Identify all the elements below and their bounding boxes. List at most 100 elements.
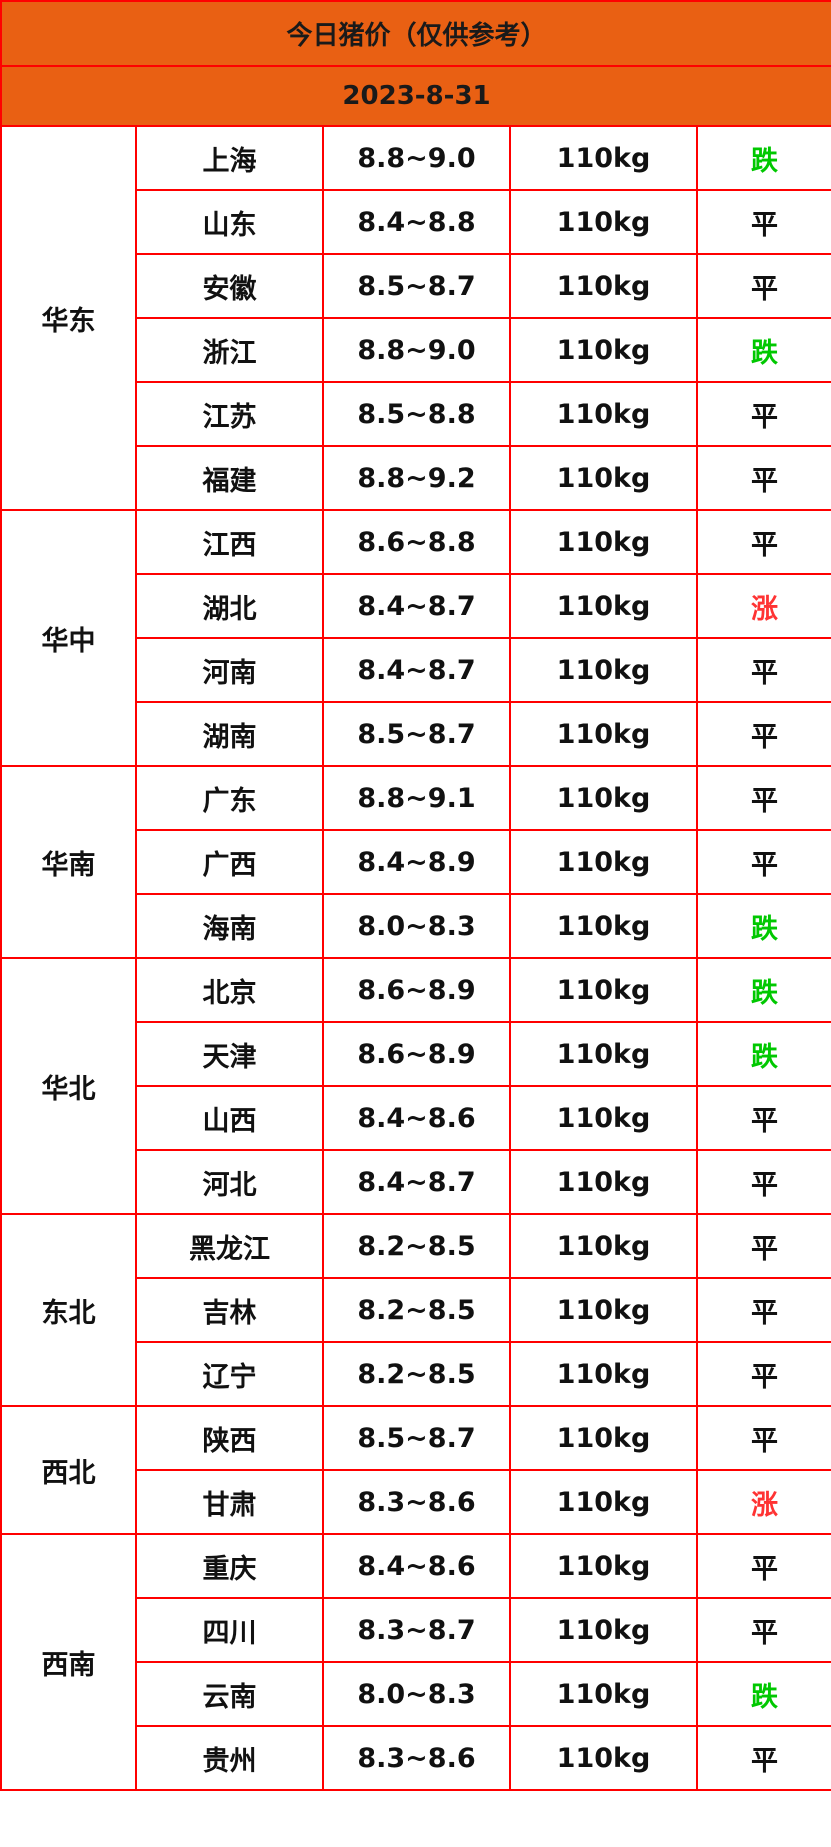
weight-cell: 110kg — [509, 1213, 698, 1279]
weight-cell: 110kg — [509, 189, 698, 255]
province-cell: 河南 — [135, 637, 324, 703]
province-cell: 陕西 — [135, 1405, 324, 1471]
table-row: 浙江 8.8~9.0 110kg 跌 — [1, 317, 831, 383]
price-range-cell: 8.3~8.6 — [322, 1725, 511, 1791]
province-cell: 黑龙江 — [135, 1213, 324, 1279]
trend-cell: 平 — [695, 509, 831, 575]
weight-cell: 110kg — [509, 957, 698, 1023]
weight-cell: 110kg — [509, 1725, 698, 1791]
province-cell: 贵州 — [135, 1725, 324, 1791]
trend-cell: 平 — [695, 1277, 831, 1343]
province-cell: 福建 — [135, 445, 324, 511]
province-cell: 山东 — [135, 189, 324, 255]
trend-cell: 跌 — [695, 1661, 831, 1727]
price-range-cell: 8.4~8.6 — [322, 1085, 511, 1151]
province-cell: 甘肃 — [135, 1469, 324, 1535]
weight-cell: 110kg — [509, 829, 698, 895]
province-cell: 江苏 — [135, 381, 324, 447]
price-range-cell: 8.0~8.3 — [322, 1661, 511, 1727]
table-row: 山西 8.4~8.6 110kg 平 — [1, 1085, 831, 1151]
trend-cell: 跌 — [695, 957, 831, 1023]
price-range-cell: 8.6~8.9 — [322, 1021, 511, 1087]
trend-cell: 平 — [695, 765, 831, 831]
price-range-cell: 8.6~8.9 — [322, 957, 511, 1023]
price-range-cell: 8.4~8.7 — [322, 1149, 511, 1215]
price-range-cell: 8.8~9.0 — [322, 317, 511, 383]
weight-cell: 110kg — [509, 253, 698, 319]
trend-cell: 跌 — [695, 893, 831, 959]
table-row: 福建 8.8~9.2 110kg 平 — [1, 445, 831, 511]
price-range-cell: 8.8~9.1 — [322, 765, 511, 831]
region-cell: 华南 — [0, 765, 137, 959]
weight-cell: 110kg — [509, 1469, 698, 1535]
weight-cell: 110kg — [509, 637, 698, 703]
province-cell: 安徽 — [135, 253, 324, 319]
trend-cell: 跌 — [695, 125, 831, 191]
price-range-cell: 8.8~9.0 — [322, 125, 511, 191]
price-range-cell: 8.2~8.5 — [322, 1341, 511, 1407]
trend-cell: 涨 — [695, 1469, 831, 1535]
trend-cell: 平 — [695, 1533, 831, 1599]
trend-cell: 平 — [695, 189, 831, 255]
province-cell: 湖北 — [135, 573, 324, 639]
table-row: 海南 8.0~8.3 110kg 跌 — [1, 893, 831, 959]
price-range-cell: 8.5~8.8 — [322, 381, 511, 447]
price-range-cell: 8.3~8.7 — [322, 1597, 511, 1663]
table-row: 西北 陕西 8.5~8.7 110kg 平 — [0, 1405, 831, 1535]
trend-cell: 平 — [695, 445, 831, 511]
region-cell: 华中 — [0, 509, 137, 767]
price-range-cell: 8.4~8.9 — [322, 829, 511, 895]
province-cell: 浙江 — [135, 317, 324, 383]
trend-cell: 平 — [695, 829, 831, 895]
trend-cell: 平 — [695, 1725, 831, 1791]
price-range-cell: 8.0~8.3 — [322, 893, 511, 959]
weight-cell: 110kg — [509, 1405, 698, 1471]
price-range-cell: 8.8~9.2 — [322, 445, 511, 511]
table-row: 云南 8.0~8.3 110kg 跌 — [1, 1661, 831, 1727]
province-cell: 江西 — [135, 509, 324, 575]
trend-cell: 平 — [695, 253, 831, 319]
table-row: 甘肃 8.3~8.6 110kg 涨 — [1, 1469, 831, 1535]
table-row: 天津 8.6~8.9 110kg 跌 — [1, 1021, 831, 1087]
price-range-cell: 8.6~8.8 — [322, 509, 511, 575]
trend-cell: 平 — [695, 381, 831, 447]
weight-cell: 110kg — [509, 893, 698, 959]
table-row: 华东 上海 8.8~9.0 110kg 跌 — [0, 125, 831, 511]
trend-cell: 平 — [695, 1213, 831, 1279]
title-row: 今日猪价（仅供参考） — [0, 0, 831, 67]
region-cell: 西南 — [0, 1533, 137, 1791]
province-cell: 山西 — [135, 1085, 324, 1151]
price-range-cell: 8.2~8.5 — [322, 1277, 511, 1343]
table-title: 今日猪价（仅供参考） — [0, 0, 831, 67]
province-cell: 上海 — [135, 125, 324, 191]
trend-cell: 平 — [695, 1405, 831, 1471]
price-range-cell: 8.5~8.7 — [322, 1405, 511, 1471]
weight-cell: 110kg — [509, 1277, 698, 1343]
table-row: 安徽 8.5~8.7 110kg 平 — [1, 253, 831, 319]
weight-cell: 110kg — [509, 1021, 698, 1087]
weight-cell: 110kg — [509, 509, 698, 575]
table-row: 华中 江西 8.6~8.8 110kg 平 — [0, 509, 831, 767]
weight-cell: 110kg — [509, 1149, 698, 1215]
trend-cell: 平 — [695, 637, 831, 703]
weight-cell: 110kg — [509, 381, 698, 447]
table-row: 广西 8.4~8.9 110kg 平 — [1, 829, 831, 895]
weight-cell: 110kg — [509, 573, 698, 639]
table-row: 吉林 8.2~8.5 110kg 平 — [1, 1277, 831, 1343]
region-cell: 华北 — [0, 957, 137, 1215]
price-range-cell: 8.2~8.5 — [322, 1213, 511, 1279]
trend-cell: 平 — [695, 1341, 831, 1407]
price-range-cell: 8.4~8.7 — [322, 637, 511, 703]
table-row: 河北 8.4~8.7 110kg 平 — [1, 1149, 831, 1215]
province-cell: 重庆 — [135, 1533, 324, 1599]
trend-cell: 平 — [695, 1597, 831, 1663]
province-cell: 吉林 — [135, 1277, 324, 1343]
weight-cell: 110kg — [509, 1533, 698, 1599]
price-range-cell: 8.4~8.6 — [322, 1533, 511, 1599]
trend-cell: 跌 — [695, 1021, 831, 1087]
table-row: 东北 黑龙江 8.2~8.5 110kg 平 — [0, 1213, 831, 1407]
price-range-cell: 8.4~8.7 — [322, 573, 511, 639]
price-range-cell: 8.3~8.6 — [322, 1469, 511, 1535]
weight-cell: 110kg — [509, 445, 698, 511]
trend-cell: 跌 — [695, 317, 831, 383]
